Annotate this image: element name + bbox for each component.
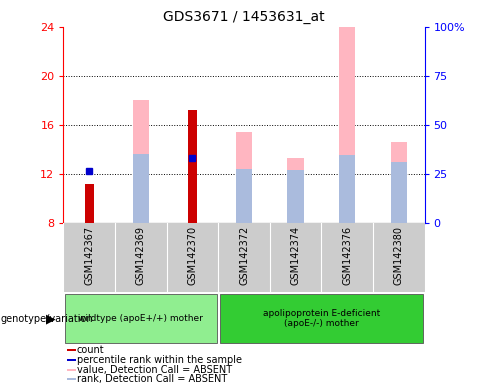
Bar: [236, 132, 252, 223]
Text: count: count: [77, 345, 104, 356]
Text: value, Detection Call = ABSENT: value, Detection Call = ABSENT: [77, 364, 232, 375]
Bar: [67, 349, 76, 351]
Bar: [390, 162, 407, 223]
Text: GSM142369: GSM142369: [136, 226, 146, 285]
Bar: [339, 27, 355, 223]
Text: apolipoprotein E-deficient
(apoE-/-) mother: apolipoprotein E-deficient (apoE-/-) mot…: [263, 309, 380, 328]
Text: GSM142374: GSM142374: [290, 226, 301, 285]
Bar: [133, 100, 149, 223]
FancyBboxPatch shape: [220, 294, 423, 343]
Text: wildtype (apoE+/+) mother: wildtype (apoE+/+) mother: [79, 314, 203, 323]
Text: GSM142372: GSM142372: [239, 226, 249, 285]
Bar: [287, 170, 304, 223]
Bar: [67, 359, 76, 361]
Title: GDS3671 / 1453631_at: GDS3671 / 1453631_at: [163, 10, 325, 25]
Bar: [84, 184, 94, 223]
Text: rank, Detection Call = ABSENT: rank, Detection Call = ABSENT: [77, 374, 227, 384]
Bar: [236, 169, 252, 223]
Bar: [188, 110, 197, 223]
Bar: [287, 158, 304, 223]
Text: GSM142370: GSM142370: [187, 226, 198, 285]
Text: GSM142376: GSM142376: [342, 226, 352, 285]
Bar: [390, 142, 407, 223]
Bar: [339, 156, 355, 223]
Bar: [67, 378, 76, 380]
Text: GSM142380: GSM142380: [394, 226, 404, 285]
Text: GSM142367: GSM142367: [84, 226, 94, 285]
Text: genotype/variation: genotype/variation: [0, 314, 93, 324]
Bar: [67, 369, 76, 371]
Bar: [133, 154, 149, 223]
FancyBboxPatch shape: [65, 294, 217, 343]
Text: percentile rank within the sample: percentile rank within the sample: [77, 355, 242, 365]
Text: ▶: ▶: [46, 312, 56, 325]
